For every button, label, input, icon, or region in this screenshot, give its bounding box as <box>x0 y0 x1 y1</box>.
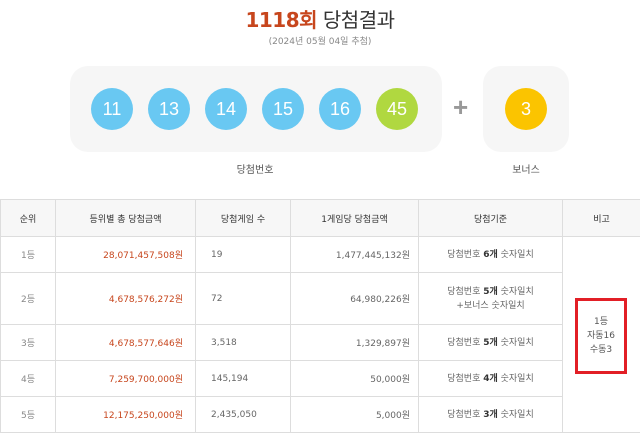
per-game-cell: 5,000원 <box>290 396 419 433</box>
per-game-cell: 1,329,897원 <box>290 324 419 361</box>
table-row: 3등 4,678,577,646원 3,518 1,329,897원 당첨번호 … <box>0 324 640 361</box>
header-per-game: 1게임당 당첨금액 <box>290 199 419 237</box>
criteria-text: 당첨번호 <box>447 337 484 348</box>
criteria-match: 숫자일치 <box>497 409 534 420</box>
criteria-text: 당첨번호 <box>447 373 484 384</box>
winning-ball-4: 15 <box>262 88 304 130</box>
header-rank: 순위 <box>0 199 56 237</box>
criteria-cell: 당첨번호 5개 숫자일치 +보너스 숫자일치 <box>418 272 563 325</box>
per-game-cell: 50,000원 <box>290 360 419 397</box>
criteria-count: 3개 <box>483 409 498 420</box>
draw-date: (2024년 05월 04일 추첨) <box>268 37 372 47</box>
winning-numbers-label: 당첨번호 <box>236 165 274 176</box>
winners-cell: 2,435,050 <box>195 396 291 433</box>
criteria-bonus: +보너스 숫자일치 <box>456 300 525 311</box>
plus-sign: + <box>453 92 469 122</box>
criteria-match: 숫자일치 <box>497 286 534 297</box>
header-criteria: 당첨기준 <box>418 199 563 237</box>
winning-ball-6: 45 <box>376 88 418 130</box>
total-prize-cell: 4,678,577,646원 <box>55 324 196 361</box>
winning-ball-1: 11 <box>91 88 133 130</box>
criteria-count: 5개 <box>483 286 498 297</box>
table-row: 2등 4,678,576,272원 72 64,980,226원 당첨번호 5개… <box>0 272 640 325</box>
rank-cell: 3등 <box>0 324 56 361</box>
header-total-prize: 등위별 총 당첨금액 <box>55 199 196 237</box>
rank-cell: 4등 <box>0 360 56 397</box>
total-prize-cell: 28,071,457,508원 <box>55 236 196 273</box>
note-manual: 수동3 <box>589 345 613 355</box>
rank-cell: 5등 <box>0 396 56 433</box>
criteria-match: 숫자일치 <box>497 249 534 260</box>
winners-cell: 72 <box>195 272 291 325</box>
table-row: 4등 7,259,700,000원 145,194 50,000원 당첨번호 4… <box>0 360 640 397</box>
prize-table: 순위 등위별 총 당첨금액 당첨게임 수 1게임당 당첨금액 당첨기준 비고 1… <box>0 199 640 433</box>
total-prize-cell: 12,175,250,000원 <box>55 396 196 433</box>
title-suffix: 당첨결과 <box>322 8 395 32</box>
header-winners: 당첨게임 수 <box>195 199 291 237</box>
table-row: 1등 28,071,457,508원 19 1,477,445,132원 당첨번… <box>0 236 640 433</box>
note-rank: 1등 <box>593 317 608 327</box>
criteria-count: 6개 <box>483 249 498 260</box>
total-prize-cell: 7,259,700,000원 <box>55 360 196 397</box>
criteria-count: 5개 <box>483 337 498 348</box>
bonus-ball: 3 <box>505 88 547 130</box>
total-prize-cell: 4,678,576,272원 <box>55 272 196 325</box>
criteria-count: 4개 <box>483 373 498 384</box>
criteria-cell: 당첨번호 4개 숫자일치 <box>418 360 563 397</box>
note-auto: 자동16 <box>586 331 615 341</box>
criteria-text: 당첨번호 <box>447 249 484 260</box>
criteria-match: 숫자일치 <box>497 337 534 348</box>
per-game-cell: 64,980,226원 <box>290 272 419 325</box>
winning-ball-2: 13 <box>148 88 190 130</box>
header-note: 비고 <box>562 199 640 237</box>
criteria-cell: 당첨번호 3개 숫자일치 <box>418 396 563 433</box>
winning-ball-3: 14 <box>205 88 247 130</box>
table-row: 5등 12,175,250,000원 2,435,050 5,000원 당첨번호… <box>0 396 640 433</box>
winners-cell: 19 <box>195 236 291 273</box>
winners-cell: 145,194 <box>195 360 291 397</box>
criteria-match: 숫자일치 <box>497 373 534 384</box>
page-title: 1118회 당첨결과 <box>0 4 640 33</box>
table-header-row: 순위 등위별 총 당첨금액 당첨게임 수 1게임당 당첨금액 당첨기준 비고 <box>0 199 640 237</box>
highlight-box: 1등 자동16 수동3 <box>575 298 627 374</box>
rank-cell: 2등 <box>0 272 56 325</box>
round-number: 1118회 <box>245 8 318 32</box>
rank-cell: 1등 <box>0 236 56 273</box>
criteria-text: 당첨번호 <box>447 286 484 297</box>
bonus-label: 보너스 <box>512 165 540 176</box>
winning-ball-5: 16 <box>319 88 361 130</box>
criteria-cell: 당첨번호 5개 숫자일치 <box>418 324 563 361</box>
criteria-text: 당첨번호 <box>447 409 484 420</box>
winners-cell: 3,518 <box>195 324 291 361</box>
criteria-cell: 당첨번호 6개 숫자일치 <box>418 236 563 273</box>
per-game-cell: 1,477,445,132원 <box>290 236 419 273</box>
